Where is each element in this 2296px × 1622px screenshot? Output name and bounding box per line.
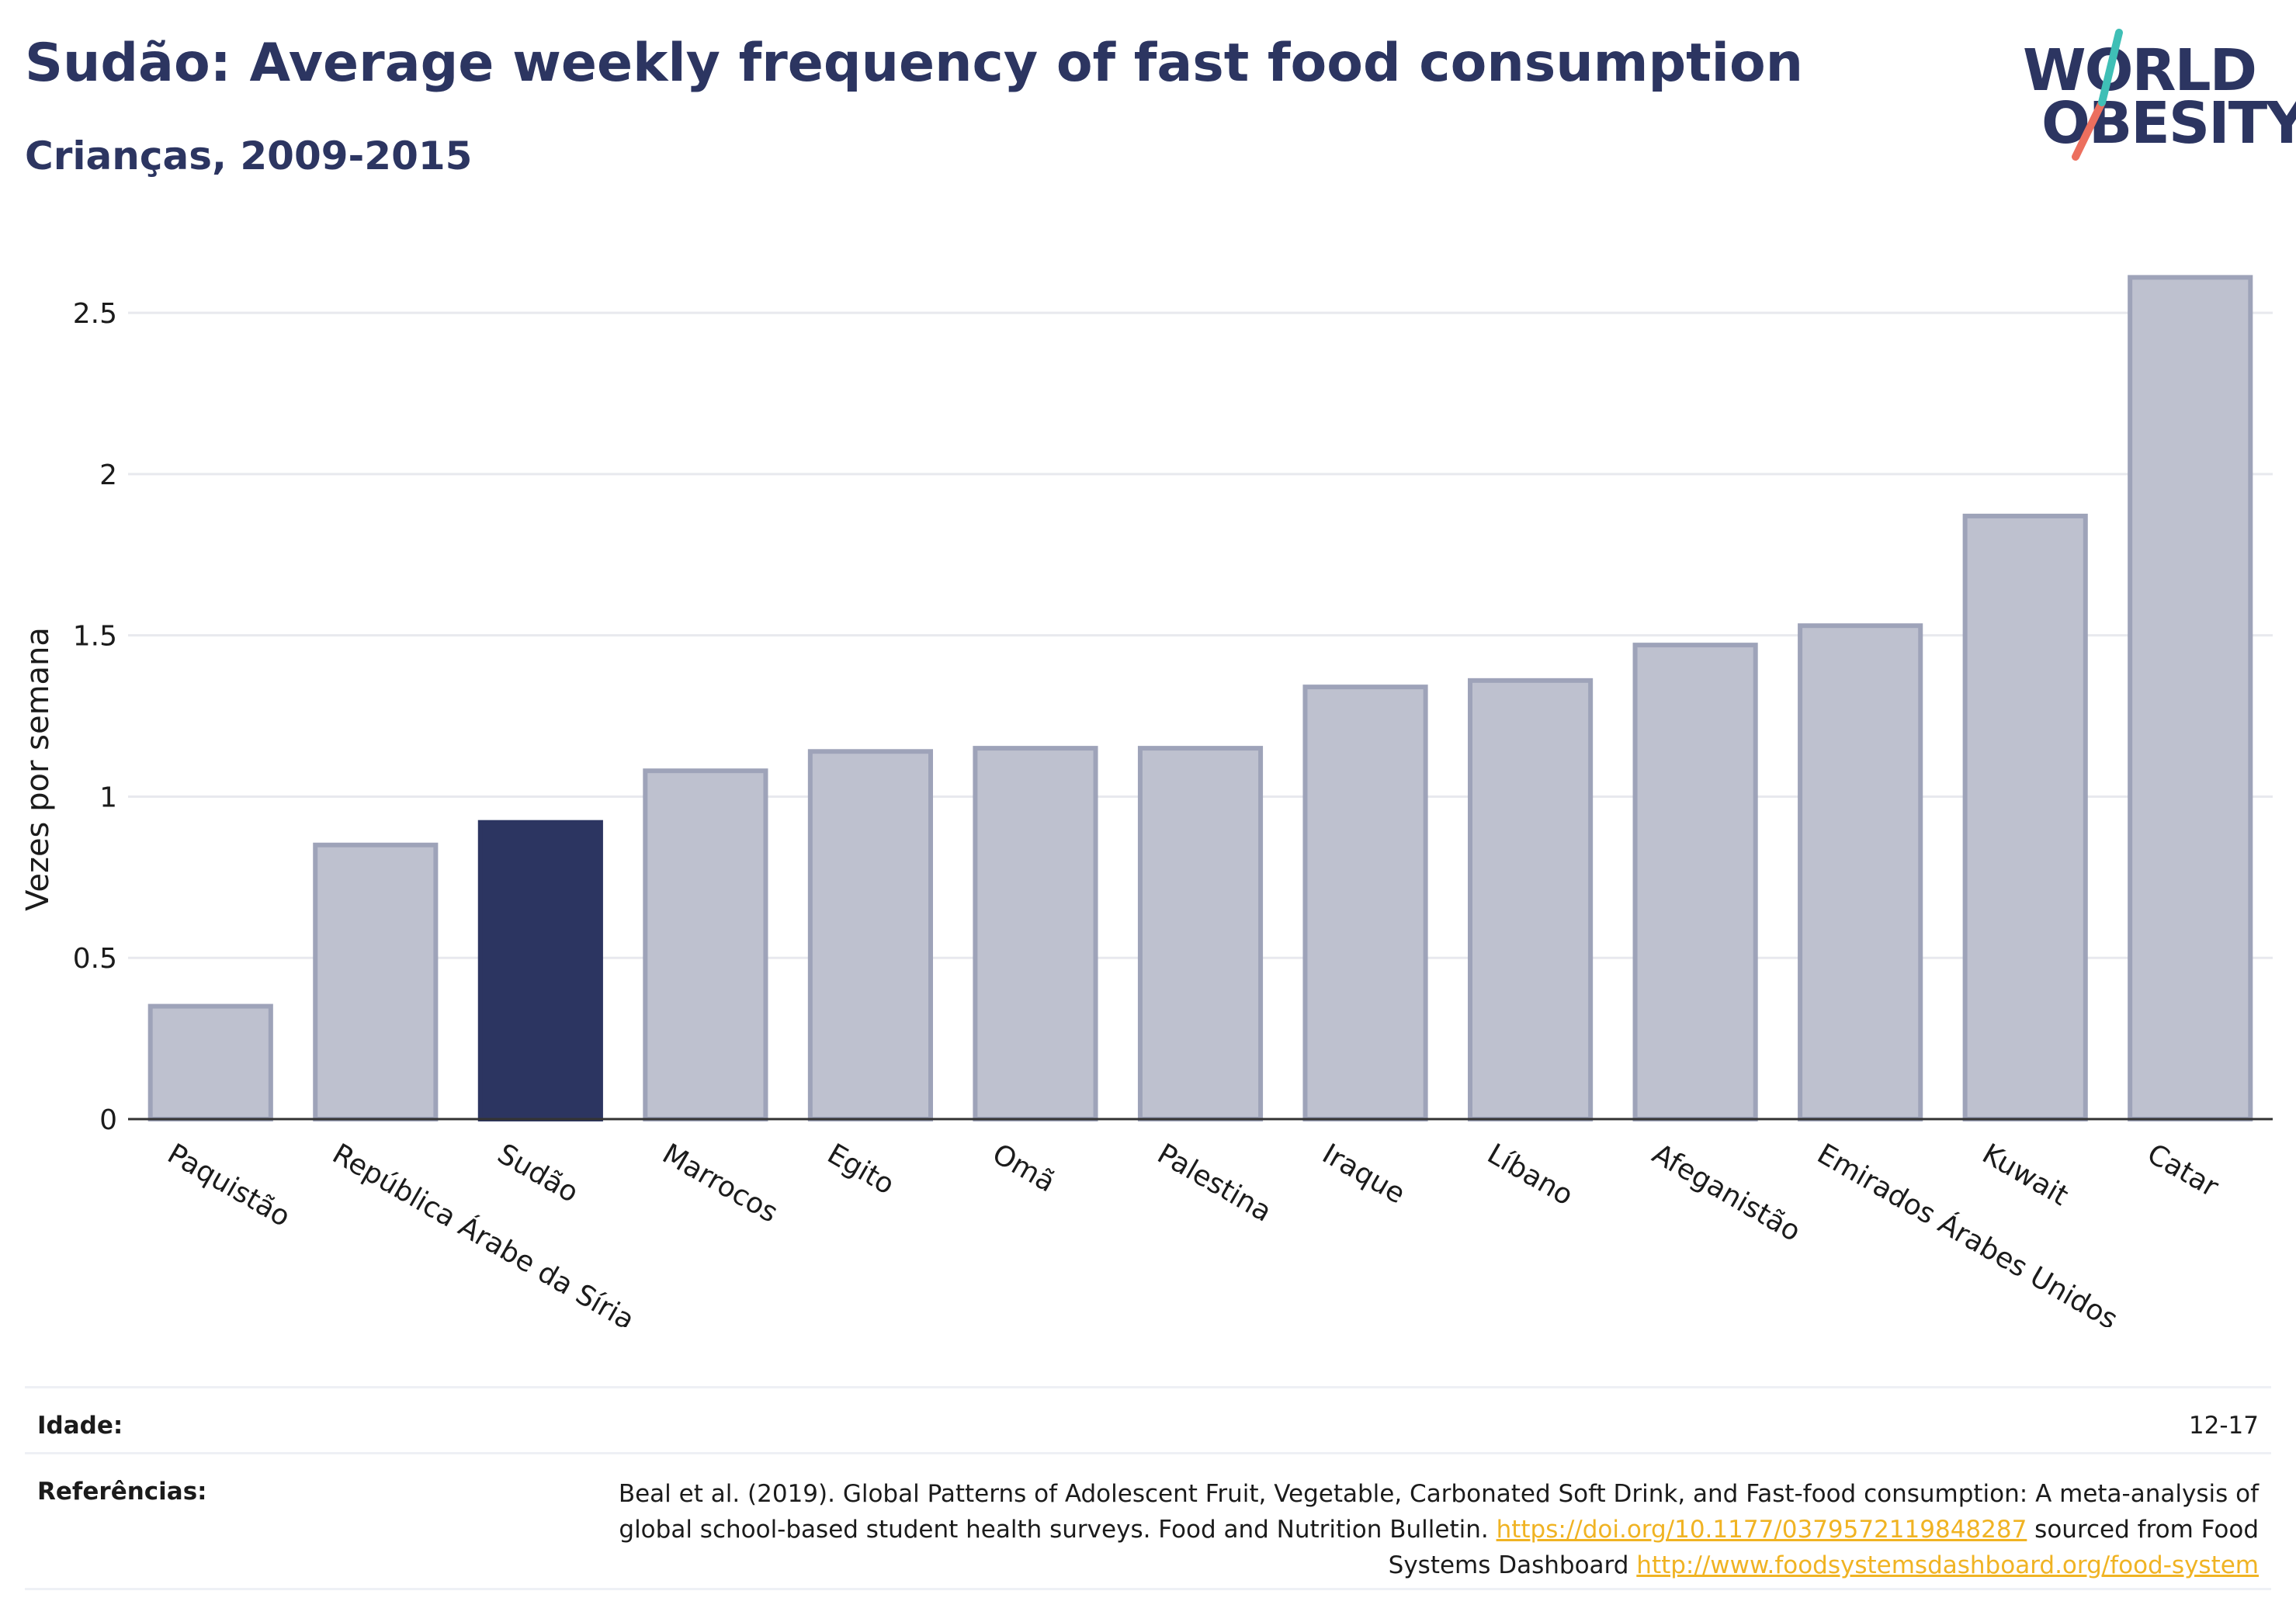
- x-tick-label: República Árabe da Síria: [327, 1137, 640, 1327]
- chart-subtitle: Crianças, 2009-2015: [25, 133, 473, 178]
- age-label: Idade:: [37, 1412, 123, 1440]
- bar-Kuwait[interactable]: [1962, 513, 2088, 1121]
- x-tick-label: Palestina: [1152, 1138, 1277, 1229]
- y-tick-label: 2.5: [73, 298, 117, 330]
- x-tick-label: Kuwait: [1977, 1138, 2074, 1212]
- doi-link[interactable]: https://doi.org/10.1177/0379572119848287: [1496, 1516, 2027, 1544]
- bar-Emirados Árabes Unidos[interactable]: [1798, 623, 1923, 1121]
- chart-footer: Idade: 12-17 Referências: Beal et al. (2…: [25, 1386, 2271, 1590]
- chart-title: Sudão: Average weekly frequency of fast …: [25, 33, 1804, 94]
- x-tick-label: Afeganistão: [1647, 1138, 1806, 1248]
- y-tick-label: 2: [99, 459, 117, 491]
- bar-Iraque[interactable]: [1302, 684, 1428, 1121]
- bar-Egito[interactable]: [807, 749, 933, 1121]
- x-tick-label: Sudão: [492, 1138, 584, 1209]
- bar-República Árabe da Síria[interactable]: [313, 842, 439, 1121]
- reference-source: sourced from Food Systems Dashboard: [1388, 1516, 2259, 1579]
- x-tick-label: Emirados Árabes Unidos: [1812, 1137, 2123, 1327]
- age-value: 12-17: [2188, 1412, 2259, 1440]
- x-tick-label: Iraque: [1317, 1138, 1410, 1210]
- x-tick-label: Paquistão: [162, 1138, 296, 1233]
- y-tick-label: 1: [99, 782, 117, 813]
- references-text: Beal et al. (2019). Global Patterns of A…: [582, 1476, 2259, 1583]
- x-tick-label: Catar: [2142, 1138, 2224, 1204]
- y-tick-labels: 0 0.5 1 1.5 2 2.5: [73, 298, 117, 1136]
- food-systems-dashboard-link[interactable]: http://www.foodsystemsdashboard.org/food…: [1636, 1551, 2259, 1579]
- bar-chart: 0 0.5 1 1.5 2 2.5 Paquistão República Árabe da…: [20, 275, 2273, 1327]
- y-tick-label: 1.5: [73, 621, 117, 653]
- bar-Omã[interactable]: [973, 746, 1098, 1121]
- y-tick-label: 0: [99, 1104, 117, 1136]
- bar-Palestina[interactable]: [1137, 746, 1264, 1121]
- y-tick-label: 0.5: [73, 943, 117, 975]
- x-tick-label: Omã: [987, 1138, 1060, 1198]
- y-axis-title: Vezes por semana: [20, 627, 56, 911]
- logo-word-world: WORLD: [2023, 37, 2257, 104]
- x-tick-label: Egito: [822, 1138, 900, 1201]
- bars: [147, 275, 2253, 1121]
- x-tick-label: Marrocos: [657, 1138, 782, 1229]
- logo-slash-icon: [2072, 29, 2123, 161]
- footer-row-references: Referências: Beal et al. (2019). Global …: [25, 1452, 2271, 1590]
- world-obesity-logo[interactable]: WORLD OBESITY: [2020, 23, 2296, 171]
- bar-Marrocos[interactable]: [643, 768, 768, 1121]
- x-tick-label: Líbano: [1482, 1138, 1578, 1211]
- bar-Sudão[interactable]: [477, 820, 603, 1121]
- reference-citation: Beal et al. (2019). Global Patterns of A…: [618, 1480, 2259, 1544]
- references-label: Referências:: [37, 1478, 207, 1506]
- bar-Paquistão[interactable]: [147, 1003, 273, 1121]
- bar-Afeganistão[interactable]: [1632, 643, 1758, 1121]
- bar-Líbano[interactable]: [1468, 678, 1594, 1121]
- bar-Catar[interactable]: [2128, 275, 2253, 1121]
- footer-row-age: Idade: 12-17: [25, 1386, 2271, 1452]
